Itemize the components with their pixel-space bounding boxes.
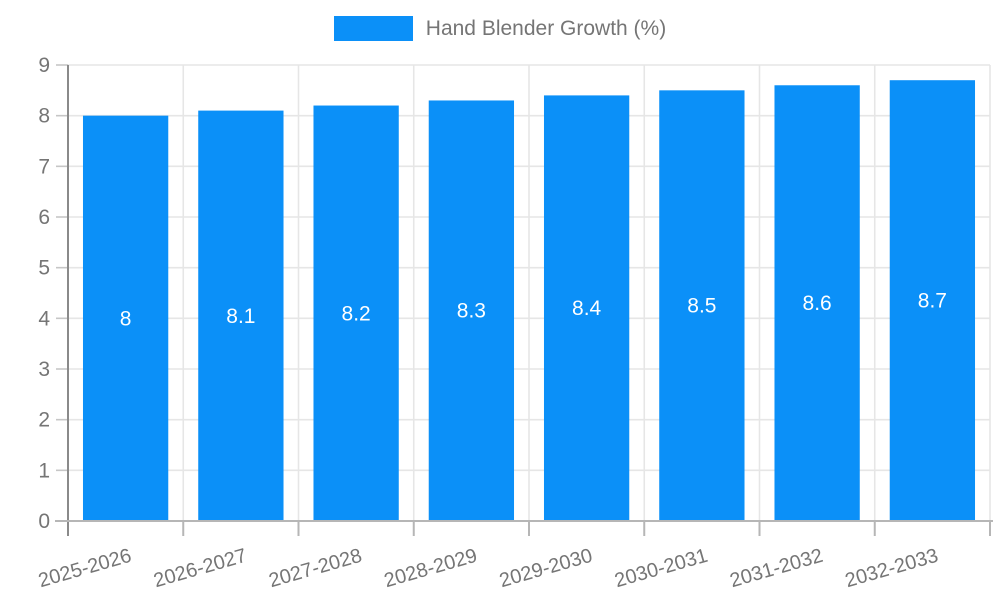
legend-color-swatch — [333, 16, 413, 41]
y-tick-label: 1 — [38, 459, 50, 482]
y-tick-label: 7 — [38, 155, 50, 178]
x-tick-label: 2025-2026 — [36, 545, 134, 593]
y-tick-label: 3 — [38, 358, 50, 381]
bar-value-label: 8.5 — [687, 295, 716, 318]
bar[interactable] — [313, 105, 399, 522]
bar-value-label: 8.7 — [918, 290, 947, 313]
bar[interactable] — [659, 90, 745, 521]
x-tick-label: 2031-2032 — [727, 545, 825, 593]
y-tick-label: 6 — [38, 206, 50, 229]
y-tick-label: 5 — [38, 257, 50, 280]
bar-value-label: 8 — [120, 307, 132, 330]
bar-value-label: 8.4 — [572, 297, 602, 320]
x-tick-label: 2030-2031 — [612, 545, 710, 593]
y-tick-label: 9 — [38, 54, 50, 77]
chart-legend: Hand Blender Growth (%) — [0, 16, 1000, 41]
y-tick-label: 2 — [38, 409, 50, 432]
x-tick-label: 2032-2033 — [843, 545, 941, 593]
bar[interactable] — [889, 80, 976, 521]
x-tick-label: 2027-2028 — [266, 545, 364, 593]
bar-value-label: 8.3 — [457, 300, 486, 323]
bar-value-label: 8.2 — [342, 302, 371, 325]
y-tick-label: 0 — [38, 510, 50, 533]
bar-value-label: 8.1 — [226, 305, 255, 328]
legend-label: Hand Blender Growth (%) — [425, 17, 667, 40]
bar[interactable] — [543, 95, 630, 522]
x-tick-label: 2029-2030 — [497, 545, 595, 593]
bar[interactable] — [82, 115, 169, 522]
bar[interactable] — [428, 100, 515, 521]
bar[interactable] — [198, 110, 284, 521]
x-tick-label: 2026-2027 — [151, 545, 249, 593]
bar-value-label: 8.6 — [803, 292, 832, 315]
x-tick-label: 2028-2029 — [382, 545, 480, 593]
y-tick-label: 8 — [38, 105, 50, 128]
y-tick-label: 4 — [38, 307, 50, 330]
bar[interactable] — [774, 85, 860, 522]
